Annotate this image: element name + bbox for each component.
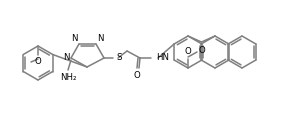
Text: NH₂: NH₂: [60, 73, 76, 82]
Text: S: S: [116, 54, 121, 62]
Text: HN: HN: [156, 52, 169, 62]
Text: O: O: [35, 57, 41, 66]
Text: N: N: [97, 34, 103, 43]
Text: O: O: [185, 47, 191, 56]
Text: O: O: [134, 71, 140, 80]
Text: N: N: [64, 52, 70, 62]
Text: O: O: [198, 46, 205, 55]
Text: N: N: [71, 34, 78, 43]
